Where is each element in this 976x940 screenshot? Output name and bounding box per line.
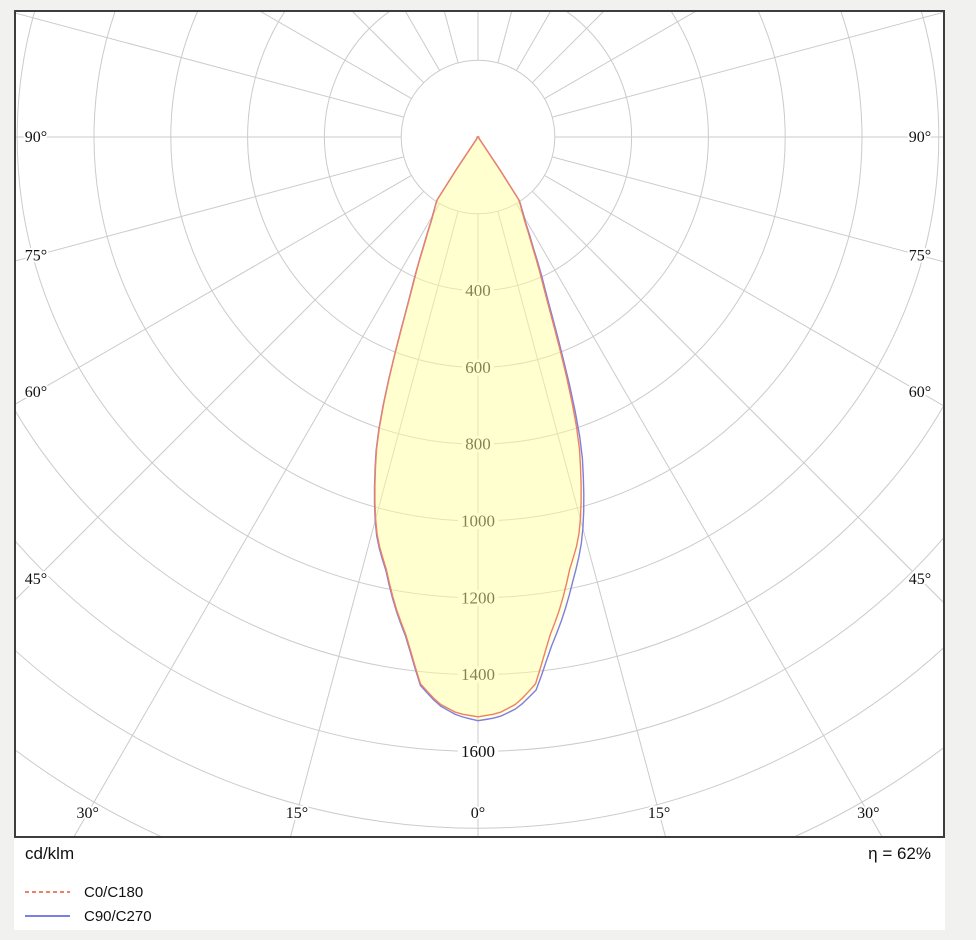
- ring-label: 800: [465, 435, 491, 454]
- polar-grid-radial: [531, 12, 604, 84]
- ring-label: 1400: [461, 665, 495, 684]
- angle-label-left: 90°: [25, 129, 47, 146]
- angle-label-bottom: 15°: [286, 805, 308, 822]
- angle-label-right: 60°: [909, 384, 931, 401]
- polar-grid-radial: [16, 12, 404, 118]
- polar-grid-radial: [497, 12, 513, 63]
- polar-grid-radial: [531, 190, 943, 603]
- angle-label-left: 60°: [25, 384, 47, 401]
- angle-label-bottom: 30°: [76, 805, 98, 822]
- angle-label-right: 90°: [909, 129, 931, 146]
- polar-grid-radial: [515, 203, 883, 836]
- polar-grid-radial: [552, 156, 943, 263]
- ring-label-box: [462, 436, 494, 453]
- polar-grid-radial: [544, 12, 696, 100]
- angle-label-bottom: 30°: [857, 805, 879, 822]
- efficiency-label: η = 62%: [868, 844, 931, 863]
- polar-grid-radial: [260, 12, 412, 100]
- angle-label-right: 45°: [909, 571, 931, 588]
- ring-label: 600: [465, 358, 491, 377]
- polar-grid-radial: [73, 203, 441, 836]
- polar-grid-radial: [290, 211, 459, 836]
- ring-label-box: [457, 743, 499, 760]
- legend-label: C90/C270: [84, 907, 152, 925]
- ring-label-box: [457, 666, 499, 683]
- polar-grid-radial: [497, 211, 666, 836]
- legend-item-c90-c270: C90/C270: [25, 904, 152, 928]
- polar-grid-radial: [352, 12, 425, 84]
- polar-grid-radial: [16, 174, 412, 405]
- ring-label: 1600: [461, 742, 495, 761]
- angle-label-bottom: 0°: [471, 805, 485, 822]
- ring-label-box: [462, 359, 494, 376]
- polar-grid-radial: [552, 12, 943, 118]
- curve-c0-c180: [374, 136, 582, 718]
- ring-label: 1200: [461, 588, 495, 607]
- ring-label: 1000: [461, 512, 495, 531]
- ring-label-box: [457, 589, 499, 606]
- angle-label-left: 45°: [25, 571, 47, 588]
- legend-swatch-c0-c180: [25, 891, 70, 893]
- legend-label: C0/C180: [84, 883, 144, 901]
- polar-grid-radial: [16, 190, 425, 600]
- ring-label-box: [457, 513, 499, 529]
- angle-label-right: 75°: [909, 247, 931, 264]
- polar-grid-radial: [544, 174, 943, 407]
- ring-label: 400: [465, 281, 491, 300]
- polar-chart-canvas: 400 600 800 1000 1200 1400 1600 90° 90° 75° 75° 60°…: [16, 12, 943, 836]
- polar-photometric-chart: 400 600 800 1000 1200 1400 1600 90° 90° 75° 75° 60°…: [14, 10, 945, 838]
- angle-label-bottom: 15°: [648, 805, 670, 822]
- legend-swatch-c90-c270: [25, 915, 70, 917]
- polar-grid-radial: [443, 12, 459, 63]
- legend-item-c0-c180: C0/C180: [25, 880, 152, 904]
- legend: C0/C180 C90/C270: [25, 880, 152, 928]
- diagram-panel: 400 600 800 1000 1200 1400 1600 90° 90° 75° 75° 60°…: [14, 10, 945, 930]
- polar-grid-radial: [16, 156, 404, 262]
- chart-footer: cd/klm η = 62% C0/C180 C90/C270: [14, 838, 945, 930]
- ring-label-box: [462, 282, 494, 299]
- unit-label: cd/klm: [25, 844, 75, 863]
- angle-label-left: 75°: [25, 247, 47, 264]
